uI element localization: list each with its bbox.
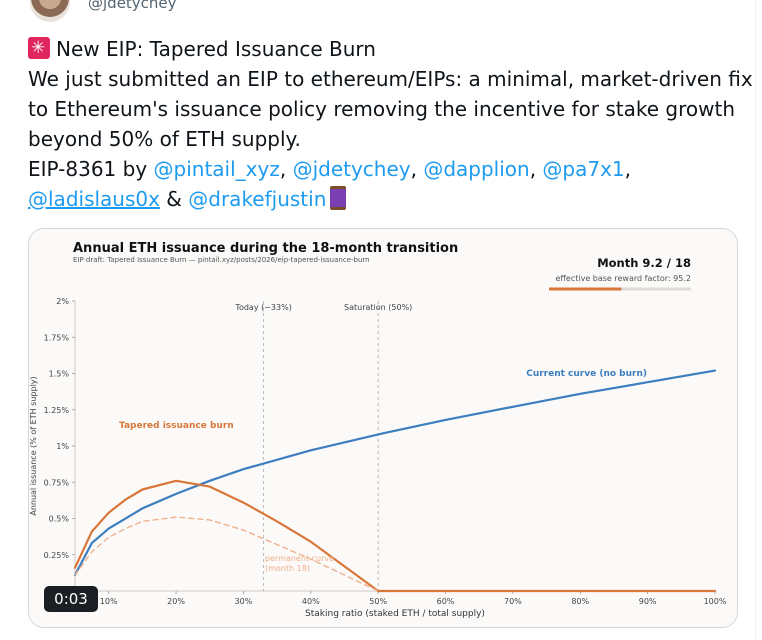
- mention-dapplion[interactable]: @dapplion: [423, 157, 530, 181]
- x-tick-label: 30%: [235, 597, 253, 606]
- author-avatar[interactable]: [30, 0, 70, 22]
- chart-subtitle: EIP draft: Tapered Issuance Burn — pinta…: [73, 256, 370, 264]
- y-tick-label: 1.75%: [44, 333, 70, 342]
- month-label: Month 9.2 / 18: [597, 256, 691, 270]
- current-curve-line: [73, 369, 717, 577]
- reference-line-label: Saturation (50%): [344, 303, 412, 312]
- tweet-line-5: EIP-8361 by @pintail_xyz, @jdetychey, @d…: [28, 154, 743, 184]
- x-tick-label: 80%: [571, 597, 589, 606]
- comma: ,: [410, 157, 424, 181]
- permanent-curve-label-1: permanent curve: [265, 554, 334, 563]
- comma: ,: [624, 157, 632, 181]
- x-tick-label: 60%: [437, 597, 455, 606]
- x-axis-label: Staking ratio (staked ETH / total supply…: [305, 609, 485, 619]
- mention-ladislaus[interactable]: @ladislaus0x: [28, 187, 160, 211]
- mention-pa7x1[interactable]: @pa7x1: [542, 157, 625, 181]
- x-tick-label: 100%: [704, 597, 727, 606]
- mention-jdetychey[interactable]: @jdetychey: [292, 157, 411, 181]
- tweet-line-3: to Ethereum's issuance policy removing t…: [28, 97, 736, 121]
- y-tick-label: 0.25%: [44, 551, 70, 560]
- factor-label: effective base reward factor: 95.2: [555, 274, 691, 283]
- tapered-burn-line: [73, 479, 717, 593]
- mention-drakefjustin[interactable]: @drakefjustin: [188, 187, 327, 211]
- timeline-border: [755, 0, 756, 640]
- y-tick-label: 0.75%: [44, 478, 70, 487]
- chart-title: Annual ETH issuance during the 18-month …: [73, 241, 458, 256]
- y-tick-label: 2%: [56, 297, 69, 306]
- tapered-burn-label: Tapered issuance burn: [119, 421, 234, 431]
- comma: ,: [529, 157, 543, 181]
- x-tick-label: 50%: [369, 597, 387, 606]
- x-tick-label: 20%: [167, 597, 185, 606]
- eip-prefix: EIP-8361 by: [28, 157, 154, 181]
- permanent-curve-line: [74, 516, 379, 592]
- video-card[interactable]: Annual ETH issuance during the 18-month …: [28, 228, 738, 628]
- x-tick-label: 40%: [302, 597, 320, 606]
- permanent-curve-label-2: (month 18): [265, 564, 310, 573]
- x-tick-label: 10%: [100, 597, 118, 606]
- issuance-chart: Annual ETH issuance during the 18-month …: [29, 229, 737, 627]
- tweet-line-2: We just submitted an EIP to ethereum/EIP…: [28, 67, 753, 91]
- tweet-line-1: New EIP: Tapered Issuance Burn: [28, 33, 743, 64]
- ampersand: &: [159, 187, 189, 211]
- y-tick-label: 0.5%: [49, 515, 70, 524]
- y-tick-label: 1%: [56, 442, 69, 451]
- y-tick-label: 1.25%: [44, 406, 70, 415]
- tweet-line-6: @ladislaus0x & @drakefjustin: [28, 184, 743, 214]
- y-axis-label: Annual issuance (% of ETH supply): [29, 376, 38, 515]
- tweet-headline: New EIP: Tapered Issuance Burn: [56, 37, 376, 61]
- video-timestamp[interactable]: 0:03: [44, 586, 98, 612]
- mention-pintail[interactable]: @pintail_xyz: [153, 157, 280, 181]
- reference-line-label: Today (~33%): [234, 303, 291, 312]
- x-tick-label: 90%: [639, 597, 657, 606]
- tweet-text: New EIP: Tapered Issuance Burn We just s…: [28, 33, 753, 214]
- chart-background: [29, 229, 737, 627]
- x-tick-label: 70%: [504, 597, 522, 606]
- thread-spool-icon: [330, 186, 347, 210]
- y-tick-label: 1.5%: [49, 370, 70, 379]
- tweet-line-4: beyond 50% of ETH supply.: [28, 127, 301, 151]
- siren-icon: [28, 33, 50, 63]
- author-handle[interactable]: @jdetychey: [88, 0, 177, 12]
- comma: ,: [279, 157, 293, 181]
- current-curve-label: Current curve (no burn): [526, 369, 647, 379]
